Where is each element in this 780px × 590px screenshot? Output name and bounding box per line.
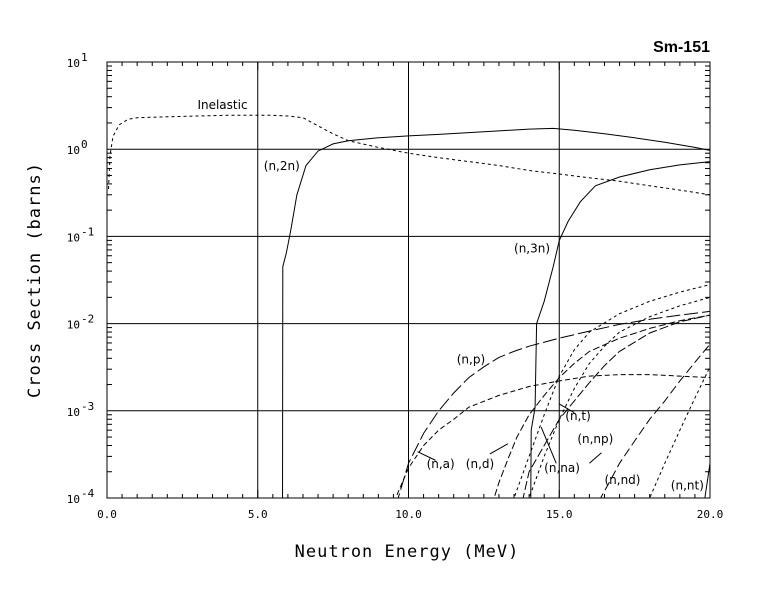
series-label-8: (n,np) [577,432,613,446]
series-leader-8-0 [589,452,602,464]
series-line-2 [530,161,710,498]
y-tick-base: 10 [67,144,80,157]
plot-frame [106,61,711,499]
series-line-11 [704,463,710,498]
series-line-3 [397,310,710,498]
series-label-5: (n,d) [466,457,494,471]
series-label-1: (n,2n) [264,159,300,173]
series-label-6: (n,na) [544,461,580,475]
y-tick-label-0: 10 -4 [67,487,95,506]
series-line-0 [108,114,710,196]
series-line-10 [649,366,710,498]
y-tick-base: 10 [67,231,80,244]
series-leader-7-0 [558,403,575,414]
y-axis-label: Cross Section (barns) [25,162,45,398]
series-line-4 [395,374,710,498]
series-label-7: (n,t) [565,409,591,423]
series-line-1 [282,127,710,498]
chart-title: Sm-151 [653,39,710,56]
y-tick-label-2: 10 -2 [67,313,95,332]
y-tick-label-3: 10 -1 [67,225,95,244]
series-label-2: (n,3n) [514,242,550,256]
y-tick-label-4: 10 0 [67,138,88,157]
x-axis-label: Neutron Energy (MeV) [295,542,520,562]
y-tick-base: 10 [67,57,80,70]
y-tick-exponent: -2 [81,313,94,326]
x-tick-label-0: 0.0 [97,508,117,521]
y-tick-base: 10 [67,319,80,332]
series-leader-4-0 [417,451,436,461]
x-tick-label-1: 5.0 [248,508,268,521]
series-label-3: (n,p) [457,352,485,366]
y-tick-exponent: 1 [81,51,88,64]
x-tick-label-3: 15.0 [546,508,573,521]
y-tick-label-1: 10 -3 [67,400,95,419]
series-line-8 [528,296,710,498]
series-label-4: (n,a) [427,457,455,471]
series-line-7 [513,284,710,498]
y-tick-exponent: -4 [81,487,95,500]
series-label-0: Inelastic [197,98,247,112]
y-tick-label-5: 10 1 [67,51,88,70]
x-tick-label-4: 20.0 [697,508,724,521]
grid-lines [106,62,711,498]
x-tick-labels: 0.0 5.0 10.0 15.0 20.0 [97,508,723,521]
series-label-10: (n,nt) [671,479,704,493]
y-tick-exponent: -3 [81,400,94,413]
y-tick-base: 10 [67,406,80,419]
y-tick-exponent: 0 [81,138,88,151]
y-tick-base: 10 [67,493,80,506]
series-line-5 [493,314,710,498]
series-curves [108,114,710,498]
series-line-9 [600,343,710,498]
y-tick-exponent: -1 [81,225,94,238]
series-leader-6-0 [540,426,557,464]
series-labels: Inelastic (n,2n) (n,3n) (n,p) (n,a) (n,d) (n,n… [197,98,703,493]
x-tick-label-2: 10.0 [395,508,422,521]
series-leader-5-0 [489,443,509,455]
series-line-6 [522,314,710,498]
series-label-9: (n,nd) [604,473,640,487]
